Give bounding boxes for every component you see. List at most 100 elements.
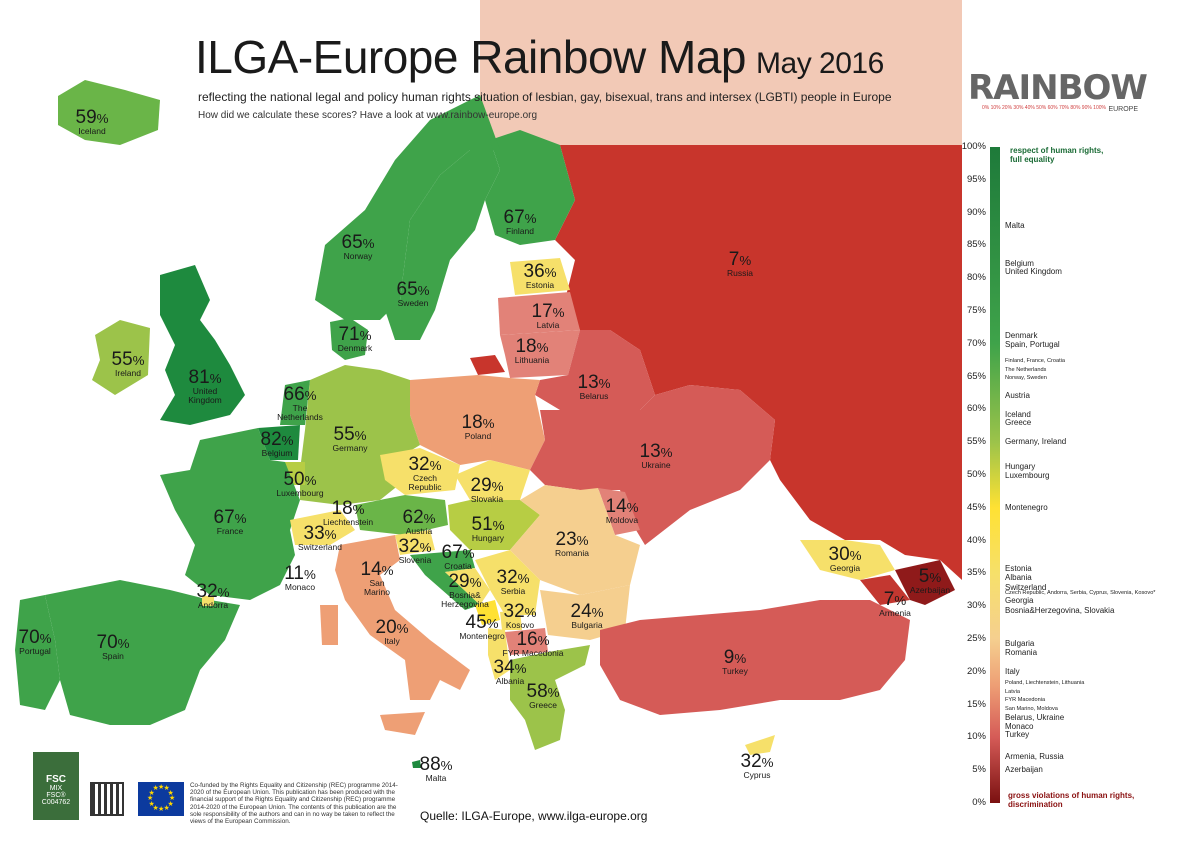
region-romania <box>510 485 640 595</box>
country-label-armenia: 7% Armenia <box>879 590 911 618</box>
percent-sign: % <box>324 527 337 542</box>
country-name: Estonia <box>525 280 555 290</box>
eu-star-icon: ★ <box>163 785 170 793</box>
country-label-luxembourg: 50% Luxembourg <box>276 470 323 498</box>
region-georgia <box>800 540 895 580</box>
percent-sign: % <box>544 265 557 280</box>
logo-sub: EUROPE <box>1108 106 1138 113</box>
country-name: Portugal <box>19 646 51 656</box>
country-score: 29 <box>470 475 492 496</box>
eu-star-icon: ★ <box>152 804 159 812</box>
country-score: 88 <box>419 754 441 775</box>
region-russia <box>555 145 962 580</box>
fsc-logo: FSC MIX FSC® C004762 <box>33 752 79 820</box>
country-name: Croatia <box>444 561 472 571</box>
country-name: Bulgaria <box>571 620 603 630</box>
region-kosovo <box>500 610 522 630</box>
percent-sign: % <box>491 479 504 494</box>
title-text: ILGA-Europe Rainbow Map <box>195 31 747 83</box>
country-score: 14 <box>360 559 382 580</box>
country-score: 67 <box>213 507 235 528</box>
region-albania <box>488 628 510 680</box>
country-name: Czech Republic <box>408 473 442 492</box>
country-score: 71 <box>338 324 360 345</box>
percent-sign: % <box>547 685 560 700</box>
percent-sign: % <box>304 473 317 488</box>
source-text: Quelle: ILGA-Europe, www.ilga-europe.org <box>420 809 648 823</box>
eu-star-icon: ★ <box>148 800 155 808</box>
country-score: 32 <box>196 581 218 602</box>
country-score: 65 <box>341 232 363 253</box>
country-label-france: 67% France <box>214 508 247 536</box>
country-score: 70 <box>96 632 118 653</box>
region-bosnia-herzegovina <box>445 568 490 605</box>
country-score: 9 <box>723 647 735 668</box>
percent-sign: % <box>492 518 505 533</box>
percent-sign: % <box>354 428 367 443</box>
region-poland <box>410 375 545 470</box>
region-serbia <box>475 550 540 615</box>
map-background-top <box>480 0 962 200</box>
region-greece <box>510 645 590 750</box>
eu-star-icon: ★ <box>167 789 174 797</box>
country-name: Greece <box>529 700 557 710</box>
region-italy <box>335 535 470 700</box>
country-label-azerbaijan: 5% Azerbaijan <box>910 567 950 595</box>
country-name: Malta <box>425 773 447 783</box>
country-score: 65 <box>396 279 418 300</box>
country-label-san-marino: 14% San Marino <box>361 560 394 597</box>
country-name: Slovenia <box>398 555 432 565</box>
country-name: Slovakia <box>470 494 504 504</box>
region-fyr-macedonia <box>505 628 548 655</box>
eu-star-icon: ★ <box>169 795 176 802</box>
percent-sign: % <box>217 585 230 600</box>
percent-sign: % <box>894 593 907 608</box>
country-label-iceland: 59% Iceland <box>76 108 109 136</box>
percent-sign: % <box>419 540 432 555</box>
country-score: 50 <box>283 469 305 490</box>
country-label-slovenia: 32% Slovenia <box>399 537 432 565</box>
region-azerbaijan <box>895 560 955 605</box>
percent-sign: % <box>362 236 375 251</box>
country-name: Serbia <box>500 586 526 596</box>
percent-sign: % <box>514 661 527 676</box>
region-ireland <box>92 320 150 395</box>
region-moldova <box>598 488 640 535</box>
country-score: 20 <box>375 617 397 638</box>
eu-star-icon: ★ <box>158 806 165 813</box>
country-label-croatia: 67% Croatia <box>442 543 475 571</box>
country-label-sweden: 65% Sweden <box>397 280 430 308</box>
country-label-germany: 55% Germany <box>333 425 368 453</box>
region-denmark <box>330 318 368 360</box>
percent-sign: % <box>524 211 537 226</box>
country-label-belarus: 13% Belarus <box>578 373 611 401</box>
country-label-liechtenstein: 18% Liechtenstein <box>323 499 373 527</box>
percent-sign: % <box>39 631 52 646</box>
country-label-czech-republic: 32% Czech Republic <box>408 455 441 492</box>
percent-sign: % <box>626 500 639 515</box>
page-title: ILGA-Europe Rainbow Map May 2016 <box>195 30 884 84</box>
region-lithuania <box>500 330 580 378</box>
country-label-moldova: 14% Moldova <box>606 497 639 525</box>
country-name: Belarus <box>579 391 609 401</box>
region-austria <box>355 495 448 535</box>
country-score: 51 <box>471 514 493 535</box>
country-score: 58 <box>526 681 548 702</box>
country-label-montenegro: 45% Montenegro <box>459 613 504 641</box>
region-turkey <box>600 600 910 715</box>
country-label-andorra: 32% Andorra <box>197 582 230 610</box>
region-ukraine <box>530 385 775 545</box>
region-hungary <box>448 500 540 550</box>
percent-sign: % <box>117 636 130 651</box>
country-label-russia: 7% Russia <box>727 250 753 278</box>
country-label-latvia: 17% Latvia <box>532 302 565 330</box>
percent-sign: % <box>849 548 862 563</box>
country-score: 16 <box>516 629 538 650</box>
country-label-poland: 18% Poland <box>462 413 495 441</box>
region-france <box>160 428 300 600</box>
country-label-belgium: 82% Belgium <box>261 430 294 458</box>
country-score: 13 <box>639 441 661 462</box>
percent-sign: % <box>482 416 495 431</box>
region-andorra <box>202 596 214 606</box>
country-score: 23 <box>555 529 577 550</box>
